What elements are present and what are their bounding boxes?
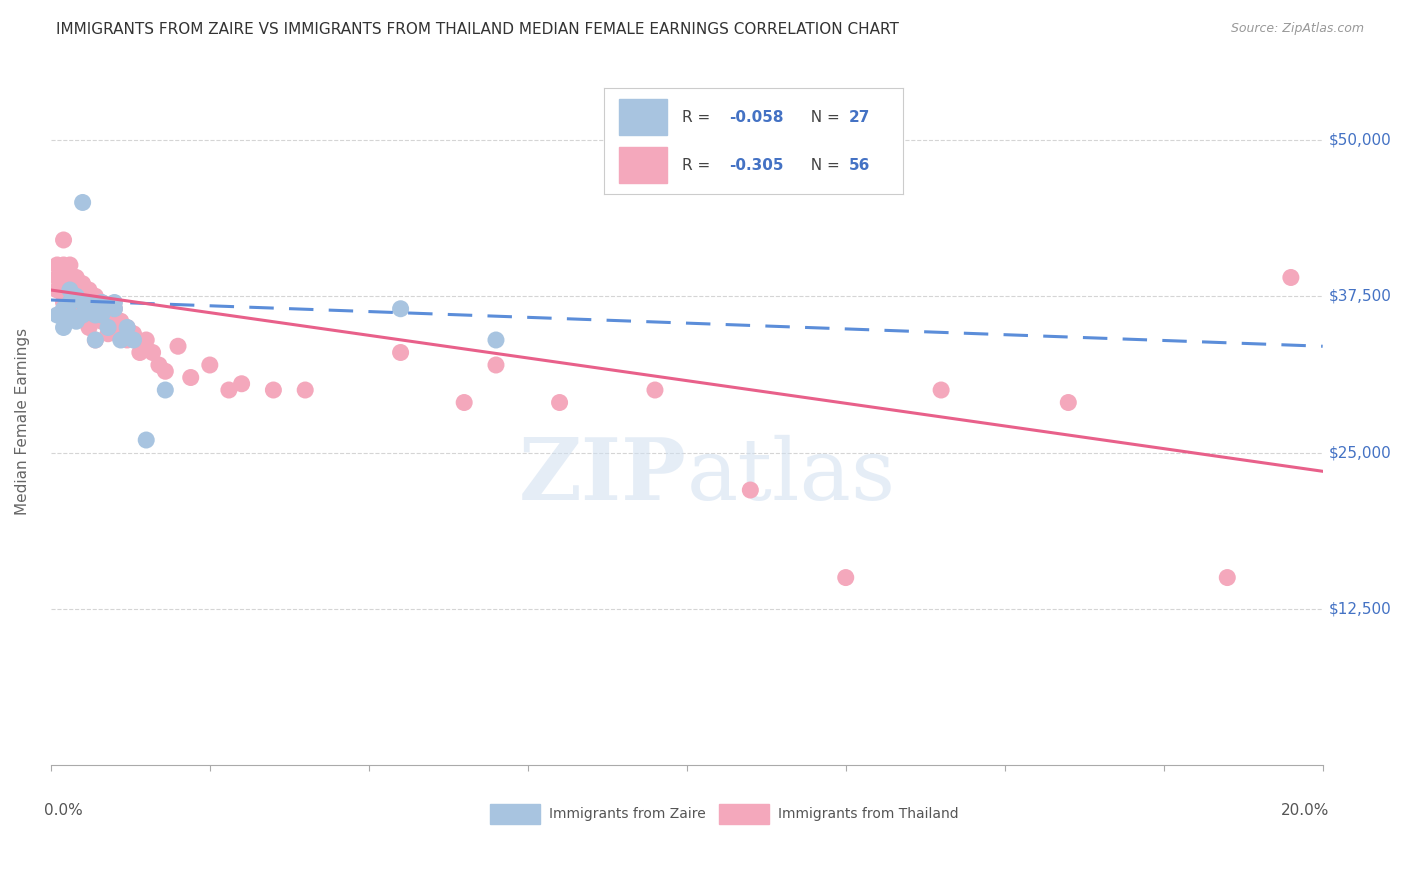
Point [155, 364, 177, 378]
Text: $12,500: $12,500 [1329, 601, 1392, 616]
Point [97, 320, 120, 334]
Point [142, 345, 165, 359]
Point [155, 383, 177, 397]
Point [59, 308, 82, 322]
Point [65, 289, 87, 303]
Text: ZIP: ZIP [519, 434, 686, 518]
Point [1279, 270, 1302, 285]
Point [77, 320, 100, 334]
Point [110, 333, 132, 347]
Point [218, 383, 240, 397]
Point [52, 320, 75, 334]
Point [52, 233, 75, 247]
Point [198, 358, 221, 372]
Point [103, 301, 125, 316]
Point [65, 283, 87, 297]
Text: 0.0%: 0.0% [45, 803, 83, 818]
Point [59, 295, 82, 310]
Point [90, 308, 112, 322]
Point [59, 283, 82, 297]
Point [485, 358, 508, 372]
Bar [718, 805, 769, 823]
Point [59, 270, 82, 285]
Point [103, 320, 125, 334]
Point [97, 308, 120, 322]
Point [294, 383, 316, 397]
Point [389, 301, 412, 316]
Point [65, 314, 87, 328]
Point [59, 301, 82, 316]
Point [1216, 570, 1239, 584]
Point [389, 345, 412, 359]
Point [740, 483, 762, 497]
Text: Immigrants from Thailand: Immigrants from Thailand [779, 807, 959, 821]
Point [148, 358, 170, 372]
Point [90, 295, 112, 310]
Point [97, 326, 120, 341]
Point [929, 383, 952, 397]
Point [84, 289, 107, 303]
Point [262, 383, 284, 397]
Point [115, 320, 138, 334]
Point [46, 258, 69, 272]
Point [84, 308, 107, 322]
Point [65, 295, 87, 310]
Point [52, 295, 75, 310]
Point [548, 395, 571, 409]
Point [115, 333, 138, 347]
Point [115, 320, 138, 334]
Point [59, 289, 82, 303]
Point [135, 333, 157, 347]
Point [835, 570, 858, 584]
Text: $50,000: $50,000 [1329, 132, 1392, 147]
Point [644, 383, 666, 397]
Text: Immigrants from Zaire: Immigrants from Zaire [550, 807, 706, 821]
Text: Source: ZipAtlas.com: Source: ZipAtlas.com [1230, 22, 1364, 36]
Point [72, 308, 94, 322]
Point [231, 376, 253, 391]
Point [46, 308, 69, 322]
Text: 20.0%: 20.0% [1281, 803, 1329, 818]
Bar [489, 805, 540, 823]
Text: $25,000: $25,000 [1329, 445, 1392, 460]
Point [135, 433, 157, 447]
Point [122, 326, 145, 341]
Point [90, 314, 112, 328]
Point [122, 333, 145, 347]
Point [59, 258, 82, 272]
Point [52, 277, 75, 291]
Point [485, 333, 508, 347]
Point [128, 345, 150, 359]
Point [77, 295, 100, 310]
Point [77, 301, 100, 316]
Point [84, 333, 107, 347]
Point [46, 283, 69, 297]
Point [84, 301, 107, 316]
Point [84, 333, 107, 347]
Point [1057, 395, 1080, 409]
Text: atlas: atlas [686, 434, 896, 518]
Point [46, 270, 69, 285]
Point [72, 195, 94, 210]
Text: IMMIGRANTS FROM ZAIRE VS IMMIGRANTS FROM THAILAND MEDIAN FEMALE EARNINGS CORRELA: IMMIGRANTS FROM ZAIRE VS IMMIGRANTS FROM… [56, 22, 898, 37]
Point [103, 301, 125, 316]
Point [453, 395, 475, 409]
Text: $37,500: $37,500 [1329, 289, 1392, 304]
Point [180, 370, 202, 384]
Point [72, 277, 94, 291]
Point [77, 295, 100, 310]
Point [90, 295, 112, 310]
Point [65, 270, 87, 285]
Point [77, 283, 100, 297]
Point [72, 295, 94, 310]
Y-axis label: Median Female Earnings: Median Female Earnings [15, 327, 30, 515]
Point [52, 301, 75, 316]
Point [72, 289, 94, 303]
Point [110, 314, 132, 328]
Point [103, 295, 125, 310]
Point [52, 258, 75, 272]
Point [72, 308, 94, 322]
Point [167, 339, 190, 353]
